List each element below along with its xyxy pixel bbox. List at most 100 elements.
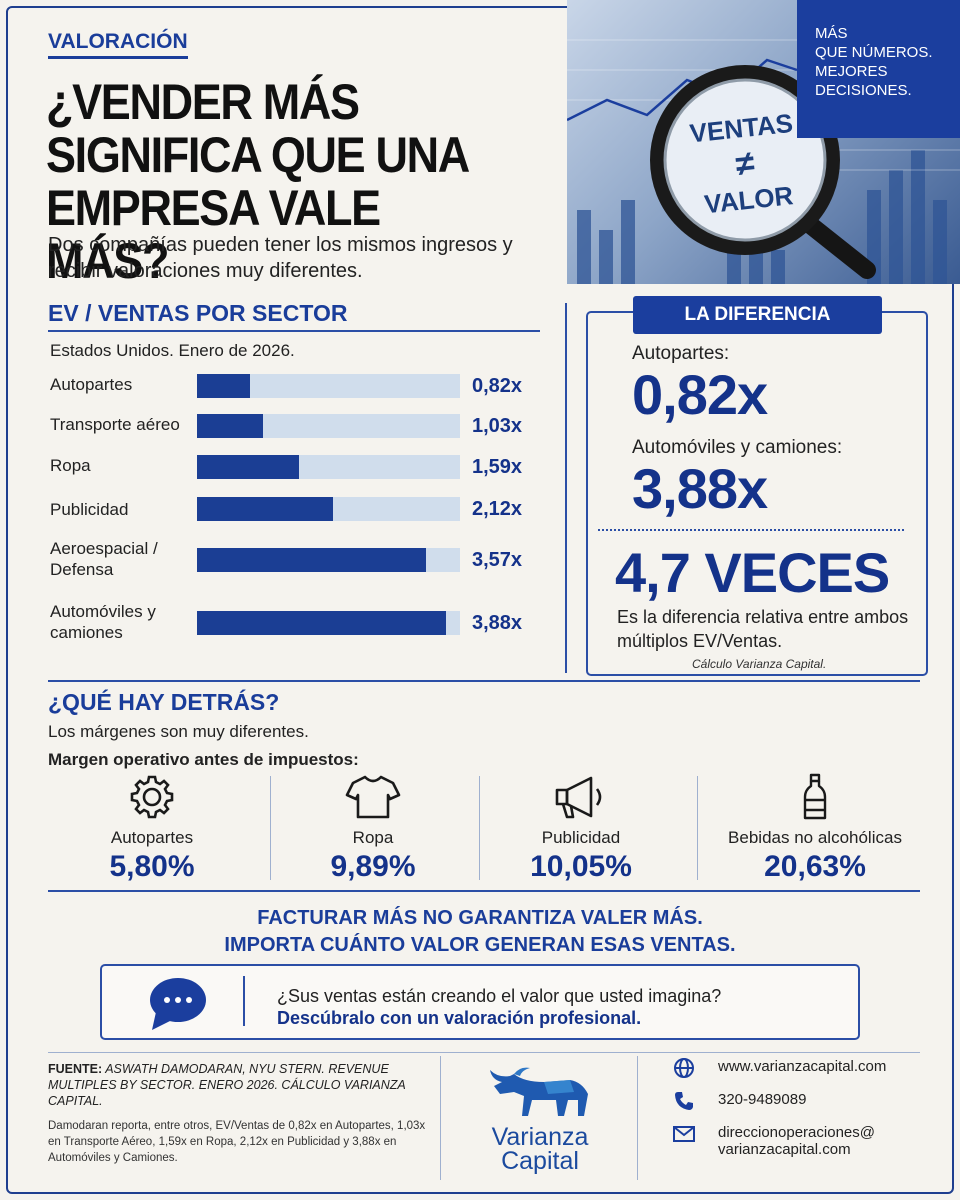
margin-label: Publicidad (541, 828, 621, 847)
margin-item-autopartes: Autopartes 5,80% (52, 772, 252, 884)
margin-item-publicidad: Publicidad 10,05% (481, 772, 681, 884)
tagline-line: DECISIONES. (815, 82, 912, 99)
margin-label: Autopartes (110, 828, 194, 847)
bar-value-label: 3,88x (472, 612, 523, 634)
margin-label: Ropa (352, 828, 394, 847)
tagline-line: QUE NÚMEROS. (815, 44, 933, 61)
dotted-divider (598, 529, 904, 531)
slogan-line-1: FACTURAR MÁS NO GARANTIZA VALER MÁS. (257, 907, 703, 929)
sector-chart-subtitle: Estados Unidos. Enero de 2026. (50, 341, 295, 360)
bar-category-label: Autopartes (50, 375, 133, 394)
email-text[interactable]: direccionoperaciones@ varianzacapital.co… (718, 1124, 875, 1158)
bar-value-label: 3,57x (472, 549, 523, 571)
difference-ratio: 4,7 VECES (615, 541, 890, 604)
footer-divider (440, 1056, 441, 1180)
bar (197, 414, 263, 438)
margin-label: Bebidas no alcohólicas (728, 828, 902, 847)
bar-track (197, 455, 460, 479)
phone-text[interactable]: 320-9489089 (718, 1091, 807, 1108)
source-detail: Damodaran reporta, entre otros, EV/Venta… (48, 1120, 426, 1164)
bar (197, 497, 333, 521)
section-rule (48, 330, 540, 332)
email-line-2: varianzacapital.com (718, 1141, 851, 1158)
phone-icon (675, 1092, 693, 1110)
bottle-icon (803, 773, 827, 820)
brand-line-2: Capital (501, 1147, 579, 1175)
vertical-divider (565, 303, 567, 673)
bar-track (197, 548, 460, 572)
brand-logo[interactable]: Varianza Capital (470, 1060, 610, 1175)
section-rule (48, 890, 920, 892)
bar-value-label: 0,82x (472, 375, 523, 397)
margin-item-ropa: Ropa 9,89% (273, 772, 473, 884)
difference-note: Cálculo Varianza Capital. (692, 657, 827, 671)
difference-description: Es la diferencia relativa entre ambos mú… (617, 607, 909, 651)
source-text: ASWATH DAMODARAN, NYU STERN. REVENUE MUL… (48, 1062, 406, 1108)
difference-value-1: 0,82x (632, 363, 768, 426)
difference-value-2: 3,88x (632, 457, 768, 520)
page-frame (6, 6, 954, 1194)
globe-icon (674, 1058, 694, 1078)
bar (197, 455, 299, 479)
column-divider (479, 776, 480, 880)
email-line-1: direccionoperaciones@ (718, 1124, 875, 1141)
bull-icon (490, 1067, 588, 1116)
tagline-line: MÁS (815, 25, 848, 42)
lens-bottom: VALOR (702, 180, 795, 220)
cta-action[interactable]: Descúbralo con un valoración profesional… (277, 1008, 642, 1028)
footer-rule (48, 1052, 920, 1053)
bar-value-label: 1,59x (472, 456, 523, 478)
mail-icon (673, 1126, 695, 1142)
margin-value: 10,05% (530, 850, 632, 883)
bar (197, 611, 446, 635)
slogan-line-2: IMPORTA CUÁNTO VALOR GENERAN ESAS VENTAS… (224, 934, 736, 956)
section-tag: VALORACIÓN (48, 30, 188, 59)
bar-category-label: Publicidad (50, 500, 129, 519)
margin-value: 9,89% (330, 850, 416, 883)
source-label: FUENTE: (48, 1062, 103, 1076)
difference-header: LA DIFERENCIA (633, 296, 882, 334)
bar-track (197, 414, 460, 438)
sector-chart-title: EV / VENTAS POR SECTOR (48, 300, 348, 326)
margin-value: 20,63% (764, 850, 866, 883)
column-divider (697, 776, 698, 880)
bar-value-label: 2,12x (472, 498, 523, 520)
cta-divider (243, 976, 245, 1026)
tagline-box: MÁS QUE NÚMEROS. MEJORES DECISIONES. (797, 0, 960, 138)
bar-category-label: Aeroespacial / Defensa (50, 539, 158, 579)
bar-category-label: Automóviles y camiones (50, 602, 156, 642)
gear-icon (130, 775, 174, 819)
megaphone-icon (555, 776, 602, 819)
bar (197, 548, 426, 572)
bar-value-label: 1,03x (472, 415, 523, 437)
section-rule (48, 680, 920, 682)
bar-track (197, 374, 460, 398)
bar-category-label: Ropa (50, 456, 91, 475)
difference-label-2: Automóviles y camiones: (632, 437, 843, 458)
cta-box[interactable] (100, 964, 860, 1040)
footer-divider (637, 1056, 638, 1180)
difference-label-1: Autopartes: (632, 343, 730, 364)
hero-illustration (567, 39, 960, 284)
tshirt-icon (345, 775, 401, 819)
margin-item-bebidas: Bebidas no alcohólicas 20,63% (715, 772, 915, 884)
slogan: FACTURAR MÁS NO GARANTIZA VALER MÁS. IMP… (0, 905, 960, 959)
page-title: ¿VENDER MÁS SIGNIFICA QUE UNA EMPRESA VA… (46, 74, 469, 289)
cta-question: ¿Sus ventas están creando el valor que u… (277, 986, 722, 1006)
margin-title: Margen operativo antes de impuestos: (48, 750, 359, 769)
behind-title: ¿QUÉ HAY DETRÁS? (48, 689, 280, 715)
behind-subtitle: Los márgenes son muy diferentes. (48, 722, 309, 741)
website-text[interactable]: www.varianzacapital.com (718, 1058, 887, 1075)
brand-line-1: Varianza (491, 1123, 589, 1151)
source-citation: FUENTE: ASWATH DAMODARAN, NYU STERN. REV… (48, 1061, 428, 1109)
bar (197, 374, 250, 398)
bar-track (197, 497, 460, 521)
bar-category-label: Transporte aéreo (50, 415, 180, 434)
margin-value: 5,80% (109, 850, 195, 883)
column-divider (270, 776, 271, 880)
page-subtitle: Dos compañías pueden tener los mismos in… (48, 234, 513, 282)
bar-track (197, 611, 460, 635)
brand-name: Varianza Capital (470, 1123, 610, 1175)
chat-icon (150, 978, 206, 1030)
tagline-line: MEJORES (815, 63, 888, 80)
